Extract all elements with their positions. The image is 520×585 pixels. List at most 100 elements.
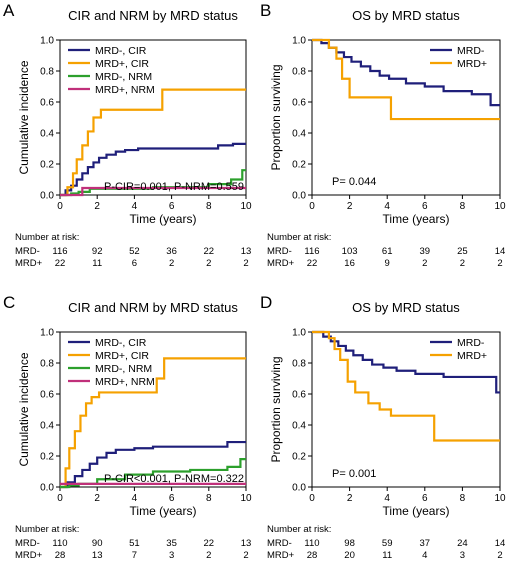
p-value-annotation: P-CIR=0.001, P-NRM=0.559 (104, 181, 244, 193)
chart-title: CIR and NRM by MRD status (68, 8, 238, 23)
y-axis-label: Cumulative incidence (17, 60, 31, 174)
risk-count: 20 (344, 550, 355, 561)
risk-count: 4 (422, 550, 427, 561)
x-tick-label: 8 (206, 493, 212, 504)
legend-label: MRD- (457, 45, 485, 57)
y-tick-label: 0.0 (40, 483, 54, 494)
risk-count: 11 (382, 550, 392, 561)
risk-count: 61 (382, 246, 393, 257)
x-tick-label: 8 (460, 201, 466, 212)
series-line-2 (60, 357, 246, 489)
risk-row-label: MRD- (15, 538, 40, 549)
plot-frame (59, 39, 247, 196)
x-tick-label: 10 (240, 493, 252, 504)
risk-table-header: Number at risk: (15, 232, 79, 243)
risk-count: 37 (420, 538, 431, 549)
risk-count: 25 (457, 246, 468, 257)
x-tick-label: 2 (347, 493, 353, 504)
legend-label: MRD+ (457, 350, 487, 362)
x-tick-label: 0 (309, 201, 315, 212)
risk-row-label: MRD+ (15, 550, 43, 561)
risk-row-label: MRD+ (267, 550, 295, 561)
y-tick-label: 0.4 (292, 129, 306, 140)
risk-row-label: MRD- (267, 246, 292, 257)
y-tick-label: 0.6 (292, 98, 306, 109)
x-tick-label: 0 (57, 201, 63, 212)
legend-label: MRD-, CIR (95, 337, 147, 349)
risk-count: 90 (92, 538, 103, 549)
plot-frame (311, 331, 501, 488)
y-tick-label: 0.8 (292, 67, 306, 78)
y-tick-label: 0.0 (40, 191, 54, 202)
risk-row-label: MRD+ (15, 258, 43, 269)
panel-letter: A (3, 1, 15, 20)
y-tick-label: 0.4 (40, 129, 54, 140)
risk-count: 28 (307, 550, 318, 561)
series-line-3 (60, 458, 246, 489)
risk-count: 6 (132, 258, 137, 269)
chart-title: OS by MRD status (352, 300, 460, 315)
y-tick-label: 1.0 (40, 328, 54, 339)
panel-a: A CIR and NRM by MRD status 0.0 0.2 0.4 0.6 0.… (3, 1, 252, 269)
risk-count: 39 (420, 246, 431, 257)
y-tick-label: 0.8 (40, 359, 54, 370)
risk-count: 2 (243, 550, 248, 561)
x-axis-label: Time (years) (383, 504, 450, 518)
risk-count: 22 (55, 258, 66, 269)
risk-count: 35 (166, 538, 177, 549)
risk-count: 16 (344, 258, 355, 269)
x-tick-label: 8 (206, 201, 212, 212)
x-axis-label: Time (years) (130, 212, 197, 226)
risk-count: 2 (243, 258, 248, 269)
chart-title: CIR and NRM by MRD status (68, 300, 238, 315)
risk-count: 11 (92, 258, 102, 269)
risk-count: 14 (495, 246, 506, 257)
risk-count: 22 (204, 246, 215, 257)
risk-row-label: MRD- (15, 246, 40, 257)
x-axis-label: Time (years) (130, 504, 197, 518)
chart-title: OS by MRD status (352, 8, 460, 23)
y-tick-label: 0.4 (40, 421, 54, 432)
risk-count: 110 (304, 538, 319, 549)
x-axis-label: Time (years) (383, 212, 450, 226)
risk-table-header: Number at risk: (267, 232, 331, 243)
panel-letter: B (260, 1, 271, 20)
p-value-annotation: P= 0.044 (332, 176, 376, 188)
y-tick-label: 0.8 (40, 67, 54, 78)
risk-count: 36 (166, 246, 177, 257)
p-value-annotation: P-CIR<0.001, P-NRM=0.322 (104, 473, 244, 485)
x-tick-label: 4 (384, 493, 390, 504)
risk-count: 9 (385, 258, 390, 269)
risk-count: 59 (382, 538, 393, 549)
risk-count: 2 (169, 258, 174, 269)
risk-count: 52 (129, 246, 140, 257)
legend-label: MRD+, NRM (95, 376, 155, 388)
risk-count: 2 (497, 258, 502, 269)
legend-label: MRD+, NRM (95, 84, 155, 96)
risk-count: 2 (460, 258, 465, 269)
x-tick-label: 0 (57, 493, 63, 504)
y-tick-label: 1.0 (40, 36, 54, 47)
risk-count: 14 (495, 538, 506, 549)
legend-label: MRD+, CIR (95, 350, 149, 362)
panel-letter: D (260, 293, 272, 312)
x-tick-label: 6 (169, 201, 175, 212)
series-line-2 (312, 330, 500, 442)
x-tick-label: 2 (94, 493, 100, 504)
panel-c: C CIR and NRM by MRD status 0.0 0.2 0.4 0.6 0.… (3, 293, 252, 561)
risk-count: 92 (92, 246, 103, 257)
risk-row-label: MRD+ (267, 258, 295, 269)
x-tick-label: 0 (309, 493, 315, 504)
y-axis-label: Proportion surviving (269, 64, 283, 170)
legend-label: MRD-, NRM (95, 363, 152, 375)
y-tick-label: 0.8 (292, 359, 306, 370)
y-tick-label: 1.0 (292, 36, 306, 47)
legend-label: MRD-, NRM (95, 71, 152, 83)
series-line-2 (60, 88, 246, 197)
risk-count: 7 (132, 550, 137, 561)
series-line-1 (60, 142, 246, 197)
risk-count: 2 (497, 550, 502, 561)
series-line-1 (60, 440, 246, 489)
risk-count: 13 (241, 538, 252, 549)
